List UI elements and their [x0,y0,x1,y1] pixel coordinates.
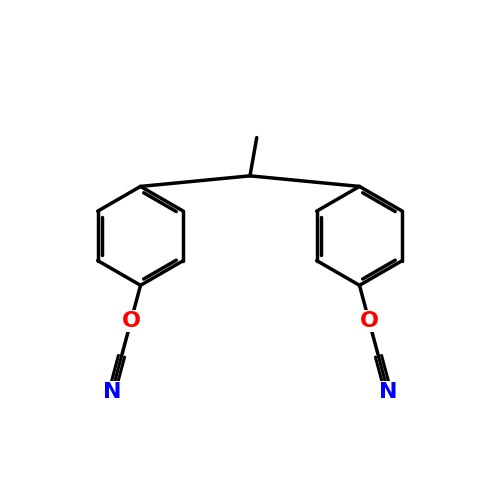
Text: O: O [122,311,141,331]
Text: N: N [102,382,121,402]
Text: N: N [379,382,398,402]
Text: O: O [360,311,378,331]
